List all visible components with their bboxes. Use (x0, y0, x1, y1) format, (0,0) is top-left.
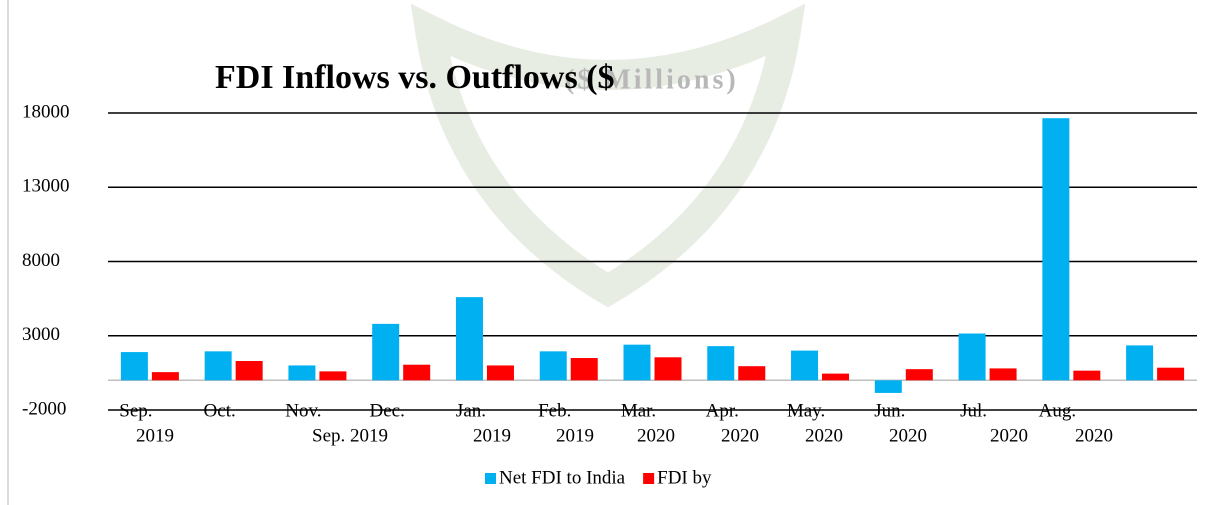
x-tick-label: Feb. (538, 400, 571, 421)
bar (235, 360, 263, 381)
bar (791, 350, 819, 381)
x-tick-label: May. (787, 400, 825, 421)
bar (455, 297, 483, 381)
y-tick-label: 13000 (22, 176, 70, 197)
bar (1073, 370, 1101, 381)
bar (623, 344, 651, 381)
bar (1126, 345, 1154, 381)
x-tick-label: Jan. (456, 400, 486, 421)
x-tick-label: Oct. (204, 400, 236, 421)
x-tick-label: Jul. (960, 400, 987, 421)
bar (372, 323, 400, 381)
bar (958, 333, 986, 381)
x-tick-label-line2: 2019 (473, 425, 511, 446)
x-tick-label-line2: 2020 (721, 425, 759, 446)
chart-title: FDI Inflows vs. Outflows ($ (215, 59, 615, 96)
y-tick-label: 8000 (22, 250, 60, 271)
bar (204, 351, 232, 381)
x-tick-label: Mar. (621, 400, 656, 421)
x-tick-label-line2: Sep. 2019 (312, 425, 388, 446)
bar (989, 368, 1017, 381)
x-tick-label: Apr. (706, 400, 739, 421)
bar (486, 365, 514, 381)
y-tick-label: 3000 (22, 324, 60, 345)
x-tick-label: Sep. (119, 400, 152, 421)
bar (120, 352, 148, 381)
bar (707, 346, 735, 381)
bar (288, 365, 316, 381)
x-tick-label: Jun. (874, 400, 905, 421)
x-tick-label: Dec. (370, 400, 405, 421)
legend-label: FDI by (657, 467, 712, 488)
x-tick-label-line2: 2020 (889, 425, 927, 446)
bar (319, 371, 347, 381)
x-tick-label-line2: 2019 (556, 425, 594, 446)
x-tick-label: Aug. (1039, 400, 1076, 421)
watermark (410, 3, 806, 308)
bar (822, 373, 850, 381)
x-tick-label-line2: 2020 (805, 425, 843, 446)
bar (151, 372, 179, 381)
legend-label: Net FDI to India (499, 467, 626, 488)
y-tick-label: 18000 (22, 101, 70, 122)
bar (1157, 367, 1185, 381)
bar (570, 358, 598, 381)
bar (654, 357, 682, 381)
bar (905, 369, 933, 381)
x-tick-label-line2: 2020 (990, 425, 1028, 446)
bar (1042, 118, 1070, 381)
bar (403, 364, 431, 381)
bar (738, 366, 766, 381)
bar (874, 380, 902, 393)
y-tick-label: -2000 (22, 398, 66, 419)
x-tick-label-line2: 2020 (1075, 425, 1113, 446)
x-tick-label-line2: 2019 (136, 425, 174, 446)
title-overlay: ($ Millions) (565, 64, 739, 95)
x-tick-label-line2: 2020 (637, 425, 675, 446)
x-tick-label: Nov. (285, 400, 321, 421)
bar (539, 351, 567, 381)
legend-swatch (643, 473, 655, 484)
legend-swatch (485, 473, 496, 484)
